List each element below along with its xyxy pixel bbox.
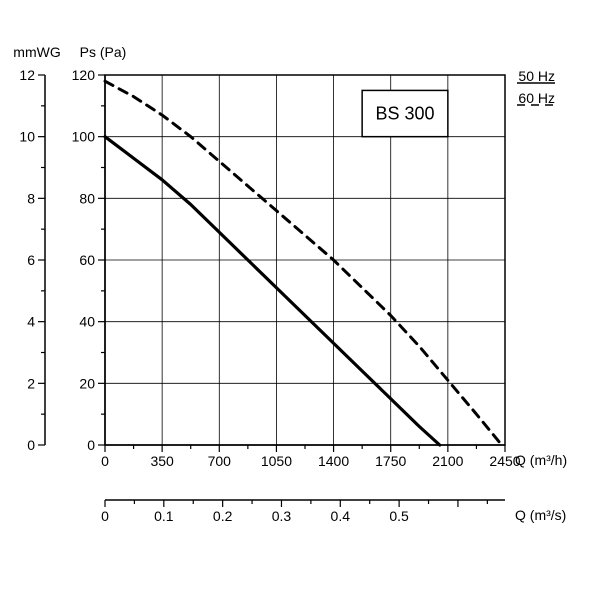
x-label-m3h: Q (m³/h) bbox=[515, 452, 567, 468]
fan-curve-chart: 0 2 4 6 8 10 12 mmWG 0 20 40 60 80 100 120 Ps (Pa) 0 350 7… bbox=[0, 0, 600, 600]
xtick-m3s: 0.2 bbox=[213, 508, 233, 524]
y-label-mmwg: mmWG bbox=[13, 44, 60, 60]
ytick-mmwg: 12 bbox=[19, 67, 35, 83]
ytick-mmwg: 8 bbox=[27, 190, 35, 206]
ytick-pa: 100 bbox=[72, 129, 96, 145]
ytick-pa: 60 bbox=[79, 252, 95, 268]
xtick-m3h: 350 bbox=[150, 453, 174, 469]
x-label-m3s: Q (m³/s) bbox=[515, 507, 566, 523]
ytick-pa: 120 bbox=[72, 67, 96, 83]
xtick-m3s: 0.3 bbox=[272, 508, 292, 524]
legend-label: 50 Hz bbox=[518, 68, 555, 84]
ytick-mmwg: 0 bbox=[27, 437, 35, 453]
xtick-m3s: 0.1 bbox=[154, 508, 174, 524]
xtick-m3h: 1750 bbox=[375, 453, 406, 469]
ytick-mmwg: 2 bbox=[27, 375, 35, 391]
ytick-pa: 20 bbox=[79, 375, 95, 391]
ytick-pa: 40 bbox=[79, 314, 95, 330]
xtick-m3h: 0 bbox=[101, 453, 109, 469]
xtick-m3h: 2100 bbox=[432, 453, 463, 469]
ytick-mmwg: 4 bbox=[27, 314, 35, 330]
xtick-m3h: 700 bbox=[208, 453, 232, 469]
ytick-mmwg: 10 bbox=[19, 129, 35, 145]
xtick-m3h: 1400 bbox=[318, 453, 349, 469]
xtick-m3s: 0.4 bbox=[331, 508, 351, 524]
title-text: BS 300 bbox=[375, 104, 434, 124]
xtick-m3h: 1050 bbox=[261, 453, 292, 469]
xtick-m3s: 0 bbox=[101, 508, 109, 524]
ytick-pa: 0 bbox=[87, 437, 95, 453]
legend-label: 60 Hz bbox=[518, 90, 555, 106]
ytick-mmwg: 6 bbox=[27, 252, 35, 268]
ytick-pa: 80 bbox=[79, 190, 95, 206]
y-label-pa: Ps (Pa) bbox=[80, 44, 127, 60]
xtick-m3s: 0.5 bbox=[389, 508, 409, 524]
